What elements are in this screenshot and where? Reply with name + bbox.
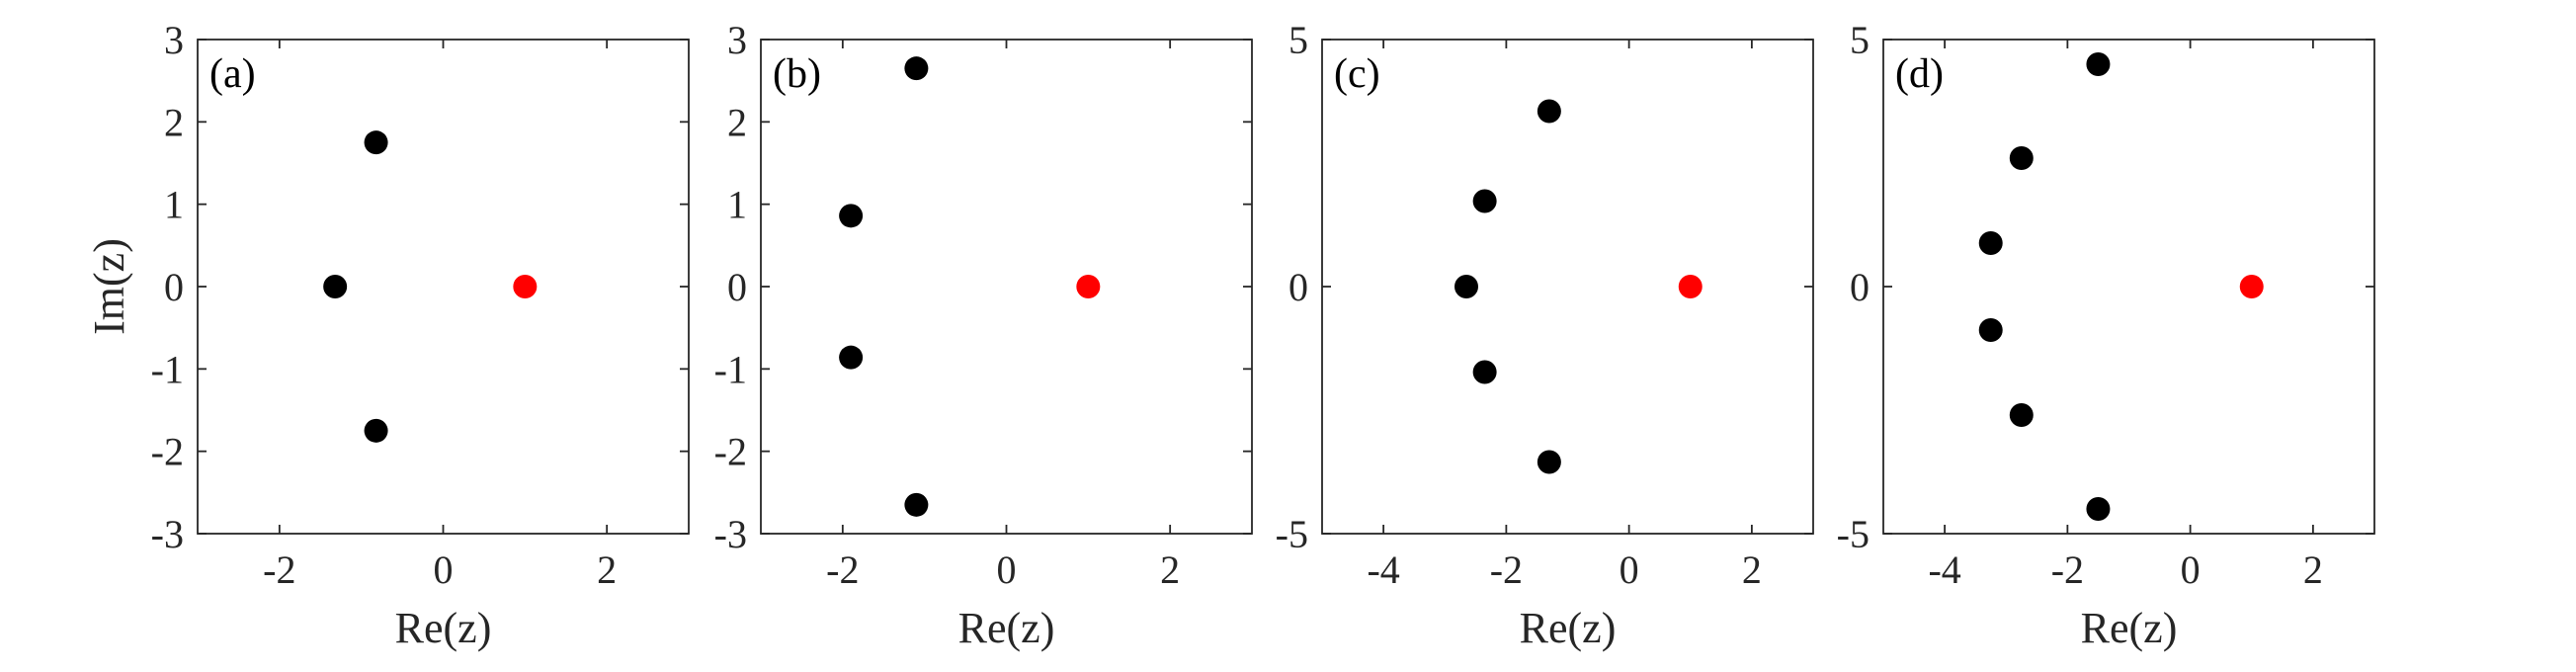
- x-axis-label: Re(z): [1520, 604, 1617, 652]
- red-point: [1076, 275, 1101, 298]
- black-point: [839, 204, 864, 228]
- x-axis-label: Re(z): [395, 604, 492, 652]
- x-tick-label: 2: [1742, 547, 1762, 592]
- red-point: [513, 275, 538, 298]
- black-point: [2086, 497, 2111, 521]
- x-tick-label: 2: [1160, 547, 1180, 592]
- y-tick-label: 5: [1850, 18, 1870, 62]
- black-point: [1537, 450, 1561, 474]
- black-point: [1978, 318, 2003, 342]
- y-tick-label: -2: [714, 430, 747, 474]
- plot-frame: [1321, 39, 1814, 535]
- x-tick-label: 0: [2181, 547, 2201, 592]
- y-tick-label: 1: [727, 183, 747, 227]
- x-tick-label: 0: [997, 547, 1017, 592]
- x-tick-label: 2: [2303, 547, 2323, 592]
- y-tick-label: -2: [151, 430, 184, 474]
- y-tick-label: 0: [164, 265, 184, 309]
- red-point: [2239, 275, 2264, 298]
- black-point: [2009, 403, 2034, 427]
- y-tick-label: 0: [727, 265, 747, 309]
- x-axis-label: Re(z): [958, 604, 1055, 652]
- black-point: [1454, 275, 1478, 298]
- black-point: [364, 418, 388, 443]
- x-tick-label: -2: [1490, 547, 1523, 592]
- black-point: [904, 56, 929, 81]
- black-point: [323, 275, 348, 298]
- y-tick-label: 3: [727, 18, 747, 62]
- black-point: [1978, 231, 2003, 255]
- plot-frame: [760, 39, 1253, 535]
- y-tick-label: -1: [714, 347, 747, 391]
- y-tick-label: -5: [1837, 512, 1870, 556]
- plot-frame: [1882, 39, 2375, 535]
- black-point: [364, 130, 388, 155]
- y-tick-label: -3: [714, 512, 747, 556]
- y-tick-label: 0: [1288, 265, 1308, 309]
- y-tick-label: 5: [1288, 18, 1308, 62]
- black-point: [1537, 99, 1561, 124]
- y-tick-label: 3: [164, 18, 184, 62]
- black-point: [2009, 146, 2034, 170]
- x-tick-label: 0: [1620, 547, 1639, 592]
- y-tick-label: 2: [164, 100, 184, 144]
- panel-a: -2 0 2 -3 -2 -1 0 1 2 3 Re(z) Im(z) (a): [85, 18, 690, 652]
- panel-c: -4 -2 0 2 -5 0 5 Re(z) (c): [1276, 18, 1814, 652]
- plot-frame: [197, 39, 690, 535]
- y-tick-label: -3: [151, 512, 184, 556]
- x-tick-label: 2: [597, 547, 617, 592]
- black-point: [1472, 360, 1497, 384]
- panel-label: (a): [209, 51, 256, 97]
- x-tick-label: -2: [826, 547, 859, 592]
- x-tick-label: -4: [1928, 547, 1960, 592]
- panel-b: -2 0 2 -3 -2 -1 0 1 2 3 Re(z) (b): [714, 18, 1253, 652]
- x-axis-label: Re(z): [2081, 604, 2178, 652]
- y-tick-label: 0: [1850, 265, 1870, 309]
- black-point: [1472, 189, 1497, 213]
- panel-label: (b): [773, 51, 821, 97]
- black-point: [904, 492, 929, 517]
- y-tick-label: -5: [1276, 512, 1308, 556]
- x-tick-label: 0: [434, 547, 454, 592]
- panel-d: -4 -2 0 2 -5 0 5 Re(z) (d): [1837, 18, 2375, 652]
- y-tick-label: 2: [727, 100, 747, 144]
- y-tick-label: 1: [164, 183, 184, 227]
- panel-label: (d): [1895, 51, 1944, 97]
- black-point: [839, 345, 864, 370]
- x-tick-label: -4: [1367, 547, 1399, 592]
- red-point: [1678, 275, 1703, 298]
- black-point: [2086, 52, 2111, 76]
- x-tick-label: -2: [263, 547, 295, 592]
- panel-label: (c): [1334, 51, 1380, 97]
- x-tick-label: -2: [2051, 547, 2084, 592]
- y-tick-label: -1: [151, 347, 184, 391]
- y-axis-label: Im(z): [85, 238, 133, 335]
